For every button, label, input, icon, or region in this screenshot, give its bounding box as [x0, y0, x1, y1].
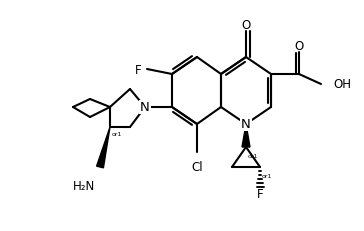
- Text: H₂N: H₂N: [73, 179, 95, 192]
- Text: N: N: [140, 101, 150, 114]
- Text: or1: or1: [112, 131, 122, 137]
- Polygon shape: [242, 125, 250, 147]
- Text: F: F: [134, 63, 141, 76]
- Text: O: O: [241, 19, 251, 32]
- Text: F: F: [257, 187, 263, 200]
- Text: O: O: [294, 40, 304, 53]
- Text: or1: or1: [262, 173, 272, 178]
- Text: OH: OH: [333, 78, 351, 91]
- Polygon shape: [96, 128, 110, 168]
- Text: Cl: Cl: [191, 160, 203, 173]
- Text: or1: or1: [248, 153, 258, 158]
- Text: N: N: [241, 118, 251, 131]
